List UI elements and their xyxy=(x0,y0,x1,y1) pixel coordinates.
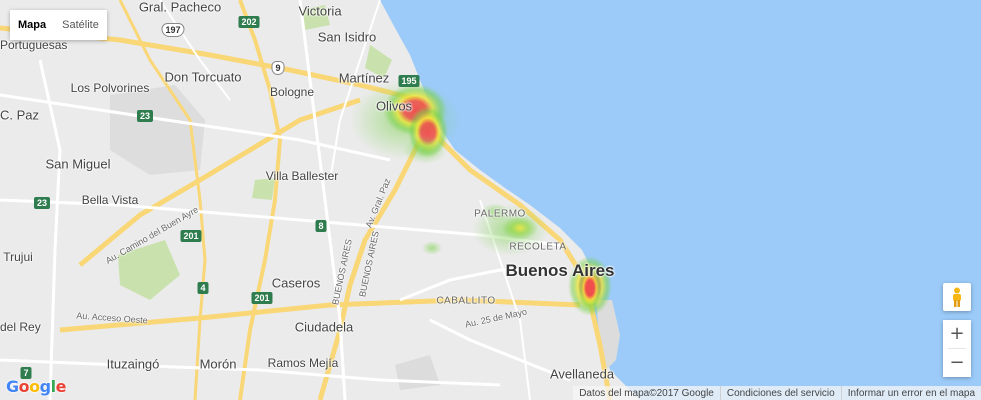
google-logo[interactable]: Google xyxy=(6,377,66,396)
route-shield: 23 xyxy=(33,197,51,209)
place-label: Gral. Pacheco xyxy=(138,0,222,15)
map-data-attribution: Datos del mapa©2017 Google xyxy=(579,388,714,399)
map-type-map-button[interactable]: Mapa xyxy=(10,10,55,40)
place-label: Morón xyxy=(199,356,237,372)
place-label: Villa Ballester xyxy=(265,169,339,183)
street-view-pegman-button[interactable] xyxy=(943,283,971,311)
route-shield: 197 xyxy=(161,23,185,37)
place-label: Ramos Mejía xyxy=(267,356,339,370)
route-shield: 201 xyxy=(251,292,273,304)
zoom-divider xyxy=(948,348,966,349)
place-label: Olivos xyxy=(375,98,413,114)
route-shield: 8 xyxy=(315,220,327,232)
place-label: San Isidro xyxy=(317,29,377,45)
terms-link[interactable]: Condiciones del servicio xyxy=(719,386,841,400)
place-label: Ciudadela xyxy=(294,319,354,335)
route-shield: 201 xyxy=(180,230,202,242)
neighborhood-label: CABALLITO xyxy=(436,295,496,307)
map-type-satellite-button[interactable]: Satélite xyxy=(54,10,107,40)
park-area xyxy=(118,240,180,300)
place-label: C. Paz xyxy=(0,107,40,123)
place-label: Los Polvorines xyxy=(70,81,150,95)
pegman-icon xyxy=(953,287,961,307)
place-label: Ituzaingó xyxy=(106,356,160,372)
place-label: Trujui xyxy=(3,250,33,264)
place-label: Caseros xyxy=(271,275,321,291)
place-label: Martínez xyxy=(338,70,390,86)
zoom-in-button[interactable]: + xyxy=(943,320,971,348)
neighborhood-label: RECOLETA xyxy=(509,241,567,253)
zoom-out-button[interactable]: − xyxy=(943,349,971,377)
map-type-control: Mapa Satélite xyxy=(10,10,107,40)
place-label: del Rey xyxy=(0,320,41,334)
heatmap-layer xyxy=(350,80,612,316)
place-label: Bella Vista xyxy=(81,193,139,207)
neighborhood-label: PALERMO xyxy=(474,208,526,220)
place-label: Don Torcuato xyxy=(164,69,242,85)
place-label: Bologne xyxy=(269,85,315,99)
zoom-control: + − xyxy=(943,320,971,377)
place-label: Victoria xyxy=(298,3,342,19)
city-label: Buenos Aires xyxy=(505,261,615,280)
route-shield: 7 xyxy=(20,367,32,379)
place-label: Portuguesas xyxy=(0,38,68,52)
attribution-bar: Datos del mapa©2017 Google Condiciones d… xyxy=(573,386,981,400)
route-shield: 9 xyxy=(271,61,285,75)
water-area xyxy=(380,0,981,400)
route-shield: 4 xyxy=(197,282,209,294)
report-error-link[interactable]: Informar un error en el mapa xyxy=(840,386,981,400)
place-label: Avellaneda xyxy=(549,366,615,382)
route-shield: 202 xyxy=(238,16,260,28)
place-label: San Miguel xyxy=(45,156,111,172)
route-shield: 195 xyxy=(398,75,420,87)
route-shield: 23 xyxy=(136,110,154,122)
